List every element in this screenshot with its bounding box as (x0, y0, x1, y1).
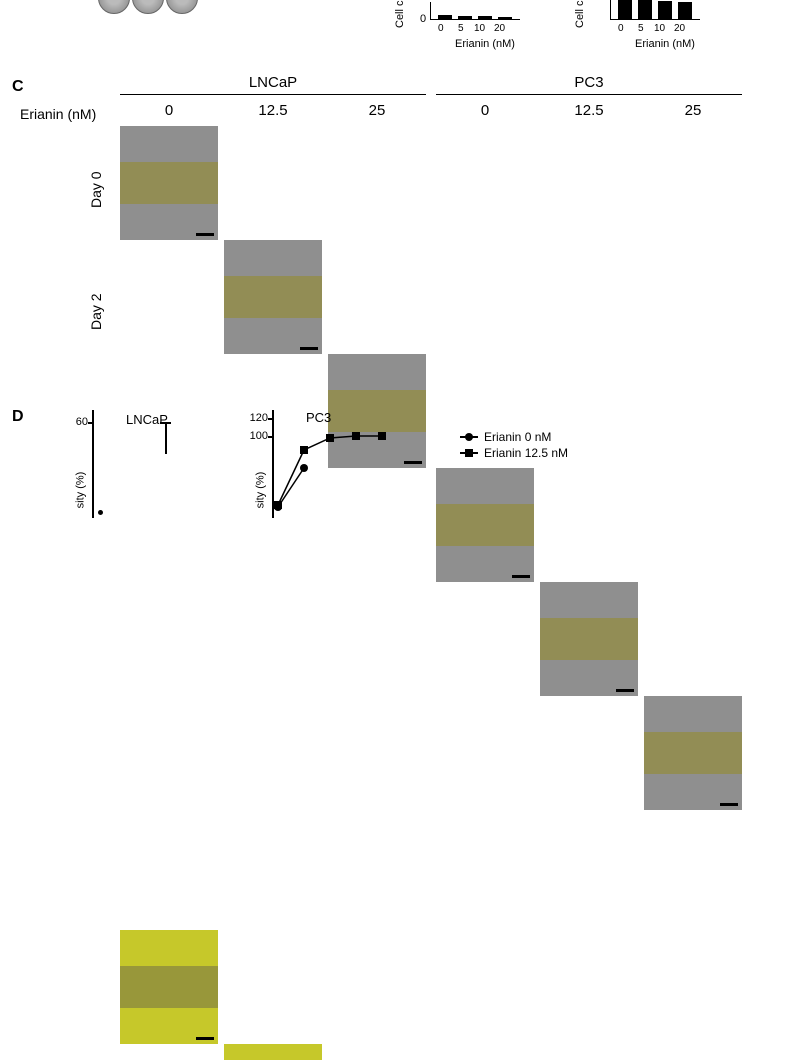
row-label-day2: Day 2 (88, 272, 104, 352)
header-lncap: LNCaP (120, 74, 426, 91)
y-axis (610, 0, 611, 20)
assay-image-day0 (644, 696, 742, 810)
dose-header: 12.5 (540, 102, 638, 119)
header-lncap-group: LNCaP (120, 74, 426, 95)
x-axis-label: Erianin (nM) (430, 38, 540, 50)
ytick (88, 422, 92, 424)
well-plate-image (98, 0, 198, 14)
bar (458, 16, 472, 19)
bar (658, 1, 672, 19)
header-pc3-group: PC3 (436, 74, 742, 95)
xtick: 20 (674, 23, 685, 34)
assay-image-day0 (224, 240, 322, 354)
legend-text: Erianin 12.5 nM (484, 446, 568, 460)
ytick-0: 0 (420, 13, 426, 25)
bar-chart-lncap: 0 0 5 10 20 Erianin (nM) Cell c (430, 0, 540, 20)
bar (438, 15, 452, 19)
panel-d-label: D (12, 408, 24, 426)
dose-header: 25 (328, 102, 426, 119)
scalebar (720, 803, 738, 806)
wound-stripe (540, 618, 638, 660)
dose-header: 0 (120, 102, 218, 119)
x-axis-label: Erianin (nM) (610, 38, 720, 50)
xtick: 0 (618, 23, 624, 34)
legend-text: Erianin 0 nM (484, 430, 551, 444)
bar (618, 0, 632, 19)
x-axis (610, 19, 700, 20)
marker-cluster (98, 510, 108, 516)
assay-image-day0 (436, 468, 534, 582)
assay-image-day2 (224, 1044, 322, 1060)
legend: Erianin 0 nM Erianin 12.5 nM (460, 430, 568, 462)
bar (678, 2, 692, 19)
xtick: 5 (638, 23, 644, 34)
marker-square (378, 432, 386, 440)
dose-header: 12.5 (224, 102, 322, 119)
scalebar (300, 347, 318, 350)
well (166, 0, 198, 14)
xtick: 0 (438, 23, 444, 34)
marker-square (326, 434, 334, 442)
bar (478, 16, 492, 19)
xtick: 5 (458, 23, 464, 34)
wound-stripe (224, 276, 322, 318)
header-underline (120, 94, 426, 95)
legend-line (460, 452, 478, 454)
wound-stripe (120, 162, 218, 204)
scalebar (196, 233, 214, 236)
xtick: 20 (494, 23, 505, 34)
dose-header: 0 (436, 102, 534, 119)
y-axis (92, 410, 94, 518)
marker-square (300, 446, 308, 454)
xtick: 10 (654, 23, 665, 34)
legend-line (460, 436, 478, 438)
bar (498, 17, 512, 19)
scalebar (196, 1037, 214, 1040)
y-axis-label-partial: Cell c (394, 0, 406, 28)
scalebar (512, 575, 530, 578)
row-label-day0: Day 0 (88, 150, 104, 230)
well (132, 0, 164, 14)
error-cap (160, 422, 171, 424)
series-lines (250, 410, 450, 530)
marker-square (352, 432, 360, 440)
header-underline (436, 94, 742, 95)
y-axis-label-partial: sity (%) (74, 472, 86, 509)
assay-image-day0 (120, 126, 218, 240)
assay-image-day2 (120, 930, 218, 1044)
row-axis-label: Erianin (nM) (20, 106, 96, 122)
wound-stripe (436, 504, 534, 546)
line-chart-lncap: 60 LNCaP sity (%) (70, 410, 230, 530)
dose-header: 25 (644, 102, 742, 119)
wound-stripe (644, 732, 742, 774)
well (98, 0, 130, 14)
wound-stripe (120, 966, 218, 1008)
panel-c-label: C (12, 78, 24, 96)
ytick-label: 60 (76, 416, 88, 428)
xtick: 10 (474, 23, 485, 34)
bar (638, 0, 652, 19)
assay-image-day0 (540, 582, 638, 696)
x-axis (430, 19, 520, 20)
marker-circle (300, 464, 308, 472)
square-icon (465, 449, 473, 457)
header-pc3: PC3 (436, 74, 742, 91)
marker-circle (274, 503, 282, 511)
error-bar (165, 422, 167, 454)
y-axis-label-partial: Cell c (574, 0, 586, 28)
bar-chart-pc3: 0 5 10 20 Erianin (nM) Cell c (610, 0, 720, 20)
chart-title: LNCaP (126, 412, 168, 427)
scalebar (616, 689, 634, 692)
line-chart-pc3: 120 100 PC3 sity (%) (250, 410, 450, 530)
legend-item: Erianin 0 nM (460, 430, 568, 444)
circle-icon (465, 433, 473, 441)
legend-item: Erianin 12.5 nM (460, 446, 568, 460)
y-axis (430, 2, 431, 20)
